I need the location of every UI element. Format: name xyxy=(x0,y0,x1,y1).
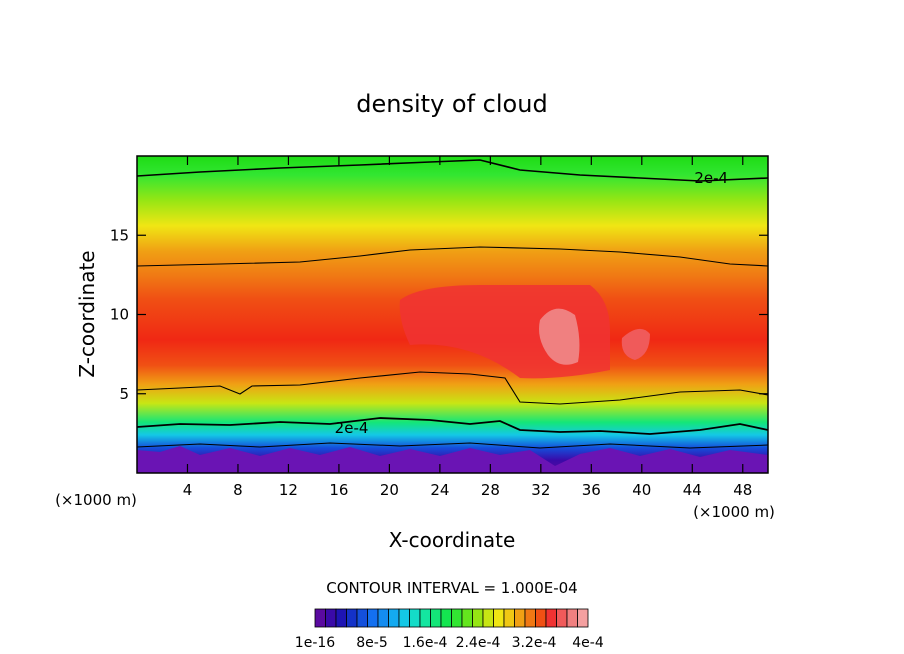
colorbar-labels: 1e-16 8e-5 1.6e-4 2.4e-4 3.2e-4 4e-4 xyxy=(295,635,604,651)
colorbar-swatch xyxy=(514,608,526,628)
peak-density-region-2 xyxy=(621,328,650,360)
x-tick-label: 4 xyxy=(183,481,193,499)
lower-turbulent-band xyxy=(137,446,768,473)
colorbar-swatch xyxy=(314,608,326,628)
colorbar-swatch xyxy=(482,608,494,628)
colorbar-swatch xyxy=(346,608,358,628)
colorbar-tick-label: 4e-4 xyxy=(572,635,604,651)
x-unit-label-left: (×1000 m) xyxy=(55,491,137,509)
colorbar-swatch xyxy=(440,608,452,628)
chart-title: density of cloud xyxy=(356,90,547,118)
contour-label: 2e-4 xyxy=(694,169,728,187)
colorbar-tick-label: 8e-5 xyxy=(356,635,387,651)
contour-line-lower xyxy=(137,417,768,435)
colorbar-swatch xyxy=(545,608,557,628)
y-tick-label: 10 xyxy=(110,306,129,324)
x-tick-label: 8 xyxy=(233,481,243,499)
x-tick-label: 48 xyxy=(733,481,752,499)
colorbar-swatch xyxy=(451,608,463,628)
colorbar-swatch xyxy=(566,608,578,628)
x-tick-label: 36 xyxy=(582,481,601,499)
y-axis: 5 10 15 xyxy=(110,226,768,403)
colorbar xyxy=(314,608,589,628)
colorbar-swatch xyxy=(461,608,473,628)
x-axis-label: X-coordinate xyxy=(389,528,516,552)
contour-labels: 2e-4 2e-4 xyxy=(335,169,728,437)
colorbar-swatch xyxy=(493,608,505,628)
x-tick-label: 44 xyxy=(683,481,702,499)
colorbar-swatch xyxy=(377,608,389,628)
y-tick-label: 15 xyxy=(110,226,129,244)
x-axis: 4 8 12 16 20 24 28 32 36 40 44 48 xyxy=(183,156,752,499)
colorbar-swatch xyxy=(535,608,547,628)
contour-line-top xyxy=(137,159,768,182)
y-tick-label: 5 xyxy=(119,385,129,403)
peak-density-region xyxy=(539,308,580,365)
colorbar-swatch xyxy=(556,608,568,628)
x-tick-label: 20 xyxy=(380,481,399,499)
colorbar-swatch xyxy=(503,608,515,628)
colorbar-swatch xyxy=(325,608,337,628)
colorbar-swatch xyxy=(356,608,368,628)
contour-line-bottom xyxy=(137,442,768,449)
colorbar-tick-label: 3.2e-4 xyxy=(512,635,557,651)
colorbar-swatch xyxy=(388,608,400,628)
contour-interval: CONTOUR INTERVAL = 1.000E-04 xyxy=(326,579,577,597)
colorbar-swatch xyxy=(398,608,410,628)
colorbar-tick-label: 1e-16 xyxy=(295,635,335,651)
x-tick-label: 28 xyxy=(481,481,500,499)
contour-label: 2e-4 xyxy=(335,419,369,437)
x-tick-label: 12 xyxy=(279,481,298,499)
colorbar-swatch xyxy=(335,608,347,628)
y-axis-label: Z-coordinate xyxy=(75,250,99,377)
colorbar-swatch xyxy=(430,608,442,628)
colorbar-tick-label: 2.4e-4 xyxy=(456,635,501,651)
colorbar-swatch xyxy=(409,608,421,628)
colorbar-swatch xyxy=(367,608,379,628)
colorbar-swatch xyxy=(577,608,589,628)
contour-line-upper xyxy=(137,246,768,267)
x-tick-label: 16 xyxy=(329,481,348,499)
colorbar-swatch xyxy=(419,608,431,628)
x-tick-label: 32 xyxy=(531,481,550,499)
plot-area xyxy=(137,156,768,473)
contour-line-mid xyxy=(137,371,768,405)
colorbar-tick-label: 1.6e-4 xyxy=(403,635,448,651)
colorbar-swatch xyxy=(524,608,536,628)
colorbar-swatch xyxy=(472,608,484,628)
x-tick-label: 40 xyxy=(632,481,651,499)
contour-lines xyxy=(137,159,768,449)
x-tick-label: 24 xyxy=(430,481,449,499)
x-unit-label-right: (×1000 m) xyxy=(693,503,775,521)
